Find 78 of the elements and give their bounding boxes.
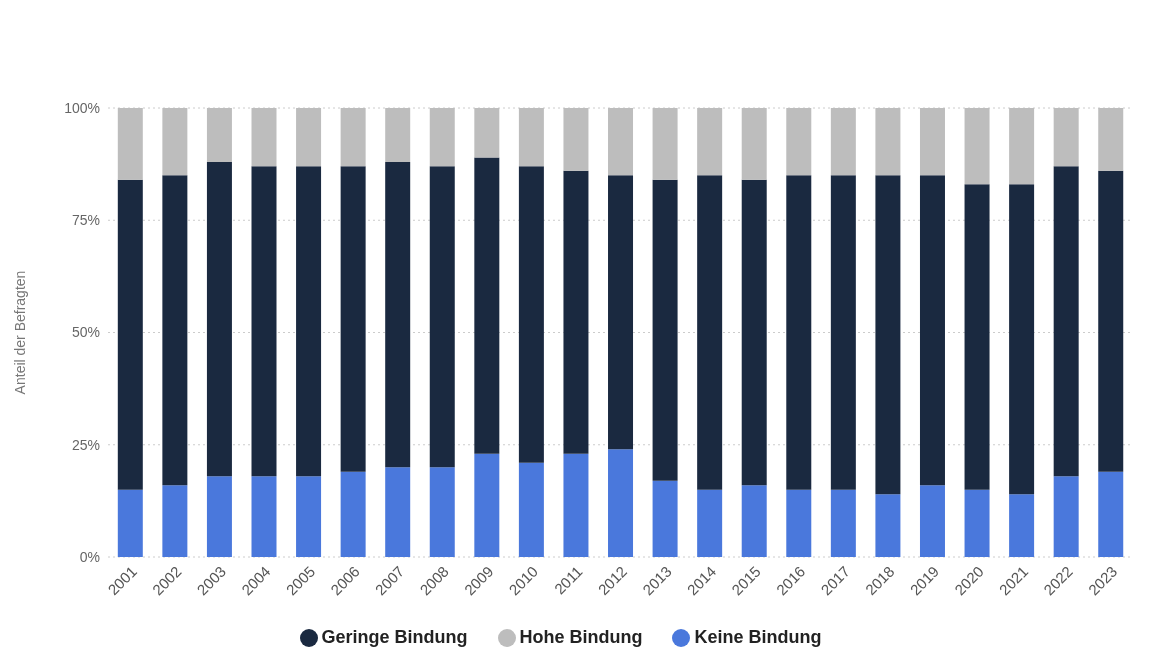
bar: [385, 161, 411, 468]
bar: [1053, 108, 1079, 167]
bar: [697, 175, 723, 490]
bar: [563, 108, 589, 171]
bar: [162, 175, 188, 486]
bar: [1009, 184, 1035, 495]
bar: [251, 108, 277, 167]
bar: [786, 175, 812, 490]
bar: [1009, 108, 1035, 185]
bar: [964, 108, 990, 185]
bar: [385, 108, 411, 162]
bar: [563, 453, 589, 557]
bar: [875, 108, 901, 176]
bar: [518, 108, 544, 167]
bar: [786, 108, 812, 176]
bar: [1053, 166, 1079, 477]
y-tick-label: 25%: [71, 436, 100, 453]
legend-label: Geringe Bindung: [321, 627, 468, 647]
bar: [697, 489, 723, 557]
legend-label: Hohe Bindung: [519, 627, 643, 647]
bar: [608, 175, 634, 450]
bar: [1009, 494, 1035, 557]
bar: [697, 108, 723, 176]
bar: [385, 467, 411, 557]
bar: [474, 157, 500, 454]
bar: [652, 480, 678, 557]
bar: [518, 166, 544, 463]
bar: [474, 108, 500, 158]
bar: [251, 166, 277, 477]
bar: [117, 108, 143, 180]
legend-label: Keine Bindung: [694, 627, 822, 647]
bar: [296, 108, 322, 167]
bar: [1098, 108, 1124, 171]
bar: [741, 179, 767, 486]
bar: [429, 166, 455, 468]
bar: [340, 166, 366, 472]
bar: [340, 471, 366, 557]
bar: [652, 179, 678, 481]
bar: [117, 179, 143, 490]
bar: [875, 175, 901, 495]
bar: [919, 175, 945, 486]
bar: [162, 108, 188, 176]
y-tick-label: 100%: [64, 99, 100, 116]
bar: [474, 453, 500, 557]
bar: [964, 489, 990, 557]
bar: [518, 462, 544, 557]
bar: [652, 108, 678, 180]
bar: [206, 108, 232, 162]
bar: [1098, 471, 1124, 557]
bar: [206, 161, 232, 477]
bar: [1053, 476, 1079, 557]
bar: [786, 489, 812, 557]
bar: [608, 449, 634, 557]
bar: [741, 108, 767, 180]
bar: [830, 489, 856, 557]
bar: [964, 184, 990, 490]
bar: [830, 108, 856, 176]
y-tick-label: 75%: [71, 212, 100, 229]
bar: [741, 485, 767, 557]
y-axis-title: Anteil der Befragten: [11, 270, 28, 395]
bar: [251, 476, 277, 557]
bar: [1098, 170, 1124, 472]
y-tick-label: 50%: [71, 324, 100, 341]
bar: [117, 489, 143, 557]
bar: [608, 108, 634, 176]
bar: [162, 485, 188, 557]
bar: [919, 108, 945, 176]
bar: [429, 467, 455, 557]
bar: [563, 170, 589, 454]
bar: [429, 108, 455, 167]
bar: [340, 108, 366, 167]
y-tick-label: 0%: [79, 548, 100, 565]
bar: [875, 494, 901, 557]
bar: [296, 476, 322, 557]
bar: [830, 175, 856, 490]
bar: [296, 166, 322, 477]
bar: [206, 476, 232, 557]
bar: [919, 485, 945, 557]
